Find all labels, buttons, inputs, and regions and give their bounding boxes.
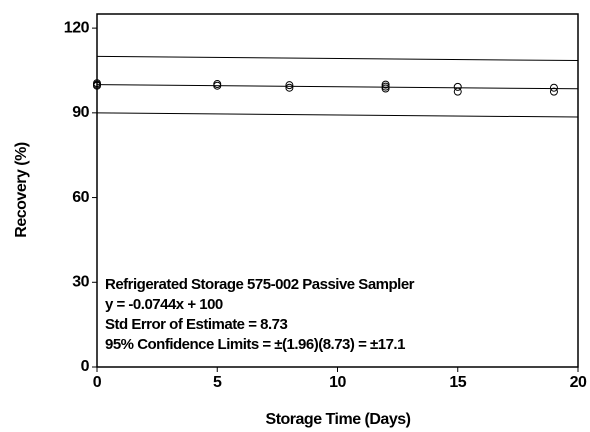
x-tick-label: 20 <box>570 374 587 391</box>
x-axis-label: Storage Time (Days) <box>266 411 411 428</box>
data-point <box>381 82 390 91</box>
y-tick-label: 30 <box>72 273 89 290</box>
annotation: 95% Confidence Limits = ±(1.96)(8.73) = … <box>105 336 405 353</box>
data-point <box>453 87 462 96</box>
plot-frame <box>96 13 579 368</box>
data-point <box>549 83 558 92</box>
data-point <box>213 80 222 89</box>
data-point <box>381 80 390 89</box>
data-point <box>453 82 462 91</box>
y-tick-label: 120 <box>64 19 90 36</box>
y-tick-label: 60 <box>72 189 89 206</box>
fit-line <box>96 84 579 90</box>
y-tick-label: 0 <box>81 358 90 375</box>
data-point <box>285 81 294 90</box>
fit-line <box>96 112 579 118</box>
x-tick-label: 0 <box>93 374 102 391</box>
annotation: y = -0.0744x + 100 <box>105 296 223 313</box>
y-tick-label: 90 <box>72 104 89 121</box>
fit-line <box>96 55 579 62</box>
x-tick-label: 15 <box>449 374 466 391</box>
data-point <box>285 83 294 92</box>
y-axis-label: Recovery (%) <box>13 142 30 238</box>
annotation: Refrigerated Storage 575-002 Passive Sam… <box>105 276 415 293</box>
x-tick-label: 10 <box>329 374 346 391</box>
data-point <box>381 84 390 93</box>
data-point <box>93 81 101 90</box>
annotation: Std Error of Estimate = 8.73 <box>105 316 287 333</box>
x-tick-label: 5 <box>213 374 222 391</box>
